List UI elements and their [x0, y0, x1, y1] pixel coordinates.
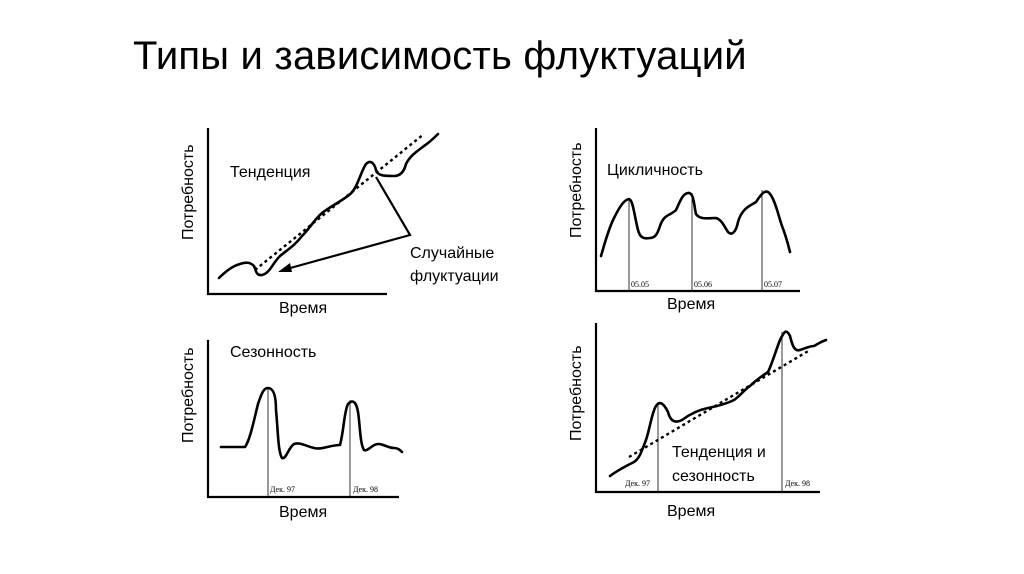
- panel-cyclic-label: Цикличность: [607, 162, 703, 179]
- panel-seasonal-label: Сезонность: [230, 344, 316, 361]
- panel-trend-seasonal-axes: [594, 323, 820, 494]
- panel-cyclic-date-3: 05.07: [764, 280, 782, 289]
- panel-trend-seasonal-trendline: [628, 348, 811, 459]
- panel-trend-seasonal-xlabel: Время: [667, 503, 715, 520]
- panel-trend-axes: [206, 128, 387, 296]
- panel-trend-ylabel: Потребность: [180, 144, 197, 240]
- panel-trend-label: Тенденция: [230, 164, 310, 181]
- panel-cyclic-axes: [594, 128, 800, 293]
- panel-cyclic-date-2: 05.06: [694, 280, 712, 289]
- panel-trend-seasonal-date-2: Дек. 98: [785, 479, 810, 488]
- panel-seasonal: Потребность Сезонность Дек. 97 Дек. 98 В…: [180, 340, 404, 521]
- panel-seasonal-ylabel: Потребность: [180, 347, 197, 443]
- panel-seasonal-axes: [206, 340, 399, 499]
- slide-title: Типы и зависимость флуктуаций: [133, 34, 747, 78]
- panel-cyclic: Потребность Цикличность 05.05 05.06 05.0…: [568, 128, 800, 313]
- panel-trend-xlabel: Время: [279, 300, 327, 317]
- panel-cyclic-xlabel: Время: [667, 296, 715, 313]
- panel-seasonal-date-1: Дек. 97: [270, 485, 295, 494]
- panel-trend: Потребность Тенденция Случайные флуктуац…: [180, 128, 499, 317]
- panel-trend-seasonal-date-1: Дек. 97: [625, 479, 650, 488]
- panel-trend-seasonal-curve: [608, 330, 828, 478]
- panel-trend-seasonal-label-line1: Тенденция и: [672, 444, 766, 461]
- panel-trend-seasonal-ylabel: Потребность: [568, 345, 585, 441]
- panel-trend-callout-line1: Случайные: [410, 245, 494, 262]
- panel-trend-callout-line2: флуктуации: [410, 268, 499, 285]
- panel-seasonal-curve: [219, 386, 404, 460]
- panel-seasonal-xlabel: Время: [279, 504, 327, 521]
- panel-trend-seasonal-label-line2: сезонность: [672, 468, 755, 485]
- panel-trend-callout-arrowhead: [278, 263, 292, 272]
- panel-cyclic-date-1: 05.05: [631, 280, 649, 289]
- panel-cyclic-ylabel: Потребность: [568, 142, 585, 238]
- panel-trend-seasonal: Потребность Дек. 97 Дек. 98 Тенденция и …: [568, 323, 828, 520]
- panel-trend-callout-line: [282, 176, 412, 272]
- panel-seasonal-date-2: Дек. 98: [353, 485, 378, 494]
- panel-trend-trendline: [254, 133, 425, 271]
